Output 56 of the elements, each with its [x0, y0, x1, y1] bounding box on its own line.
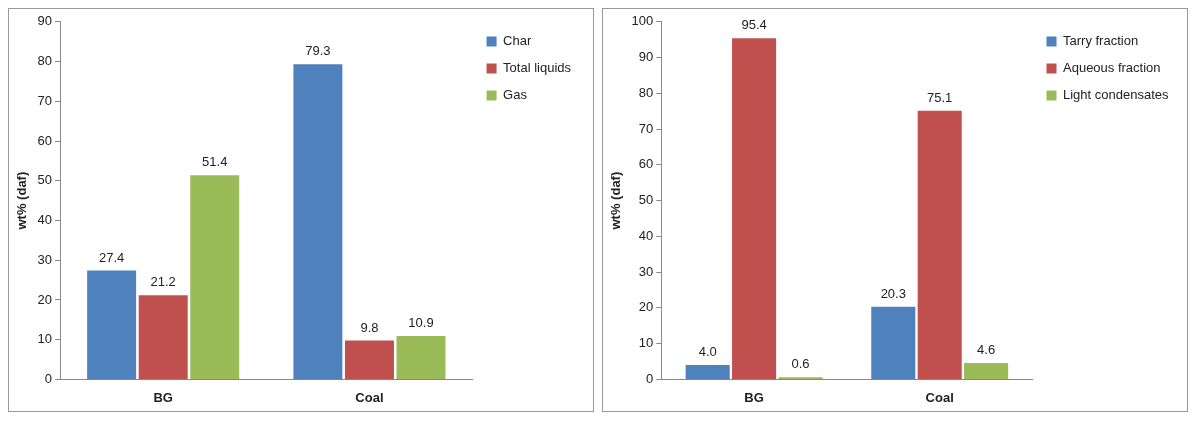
x-tick-label: Coal	[355, 389, 384, 405]
bar	[964, 362, 1009, 379]
y-tick-label: 70	[37, 92, 53, 108]
y-tick-label: 10	[638, 335, 654, 351]
bar	[732, 38, 777, 379]
x-tick-label: Coal	[925, 389, 954, 405]
y-tick-label: 80	[638, 84, 654, 100]
legend-label: Char	[503, 33, 532, 49]
x-tick-label: BG	[153, 389, 173, 405]
legend-label: Light condensates	[1063, 87, 1170, 103]
y-tick-label: 100	[631, 13, 654, 29]
legend-label: Gas	[503, 87, 528, 103]
y-tick-label: 60	[638, 156, 654, 172]
bar	[344, 340, 394, 379]
y-tick-label: 60	[37, 132, 53, 148]
y-tick-label: 20	[638, 299, 654, 315]
y-tick-label: 30	[37, 251, 53, 267]
y-tick-label: 70	[638, 120, 654, 136]
y-tick-label: 20	[37, 291, 53, 307]
data-label: 0.6	[791, 356, 810, 372]
data-label: 21.2	[150, 274, 176, 290]
y-tick-label: 50	[37, 172, 53, 188]
y-tick-label: 90	[37, 13, 53, 29]
legend-label: Tarry fraction	[1063, 33, 1139, 49]
legend-label: Total liquids	[503, 60, 572, 76]
bar	[138, 295, 188, 379]
data-label: 4.0	[698, 344, 717, 360]
bar	[871, 306, 916, 379]
y-tick-label: 80	[37, 53, 53, 69]
data-label: 4.6	[977, 342, 996, 358]
y-tick-label: 40	[37, 212, 53, 228]
y-tick-label: 0	[44, 370, 53, 386]
y-tick-label: 40	[638, 227, 654, 243]
bar	[396, 336, 446, 379]
y-tick-label: 50	[638, 192, 654, 208]
data-label: 95.4	[741, 17, 767, 33]
legend-label: Aqueous fraction	[1063, 60, 1161, 76]
y-tick-label: 0	[646, 370, 654, 386]
x-tick-label: BG	[744, 389, 764, 405]
data-label: 9.8	[360, 319, 379, 335]
bar	[293, 64, 343, 379]
data-label: 10.9	[408, 315, 434, 331]
y-axis-title: wt% (daf)	[14, 171, 30, 231]
y-tick-label: 90	[638, 49, 654, 65]
bar	[87, 270, 137, 379]
data-label: 79.3	[305, 43, 331, 59]
data-label: 75.1	[927, 89, 953, 105]
bar	[917, 110, 962, 379]
y-tick-label: 10	[37, 331, 53, 347]
y-tick-label: 30	[638, 263, 654, 279]
data-label: 27.4	[98, 249, 125, 265]
bar	[190, 175, 240, 379]
bar	[685, 365, 730, 379]
data-label: 51.4	[202, 154, 228, 170]
y-axis-title: wt% (daf)	[608, 171, 624, 231]
data-label: 20.3	[880, 285, 906, 301]
